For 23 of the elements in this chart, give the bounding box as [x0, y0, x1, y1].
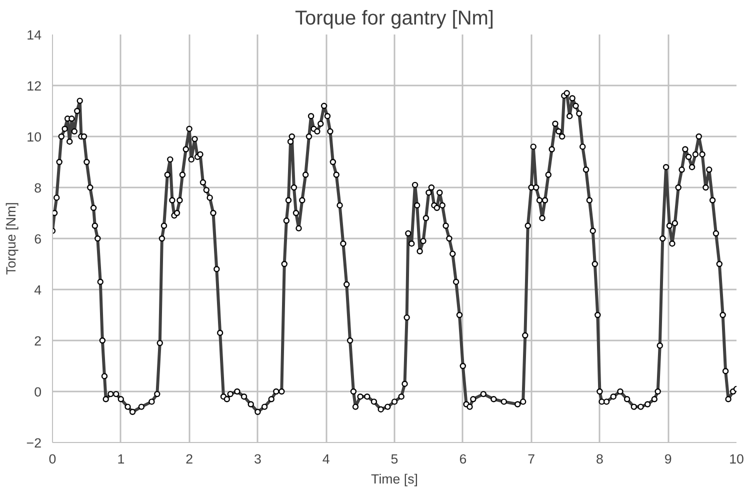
chart-title: Torque for gantry [Nm]	[295, 8, 494, 30]
y-tick-label: 4	[34, 282, 42, 298]
x-tick-label: 10	[729, 452, 744, 466]
x-tick-label: 8	[596, 452, 604, 466]
x-tick-label: 4	[322, 452, 330, 466]
y-tick-label: −2	[26, 436, 42, 450]
y-tick-label: 0	[34, 384, 42, 400]
x-tick-label: 1	[117, 452, 125, 466]
x-tick-label: 0	[48, 452, 56, 466]
y-axis-title: Torque [Nm]	[3, 202, 18, 275]
x-axis-title: Time [s]	[371, 472, 418, 486]
y-tick-label: 8	[34, 180, 42, 196]
x-tick-label: 2	[186, 452, 194, 466]
y-tick-label: 14	[26, 28, 42, 42]
x-tick-label: 5	[390, 452, 398, 466]
y-tick-label: 6	[34, 232, 42, 246]
y-tick-label: 2	[34, 334, 42, 348]
x-tick-label: 6	[459, 452, 467, 466]
y-tick-label: 10	[26, 130, 42, 144]
y-tick-label: 12	[26, 78, 42, 94]
x-tick-label: 3	[254, 452, 262, 466]
x-tick-label: 7	[528, 452, 536, 466]
x-tick-label: 9	[664, 452, 672, 466]
